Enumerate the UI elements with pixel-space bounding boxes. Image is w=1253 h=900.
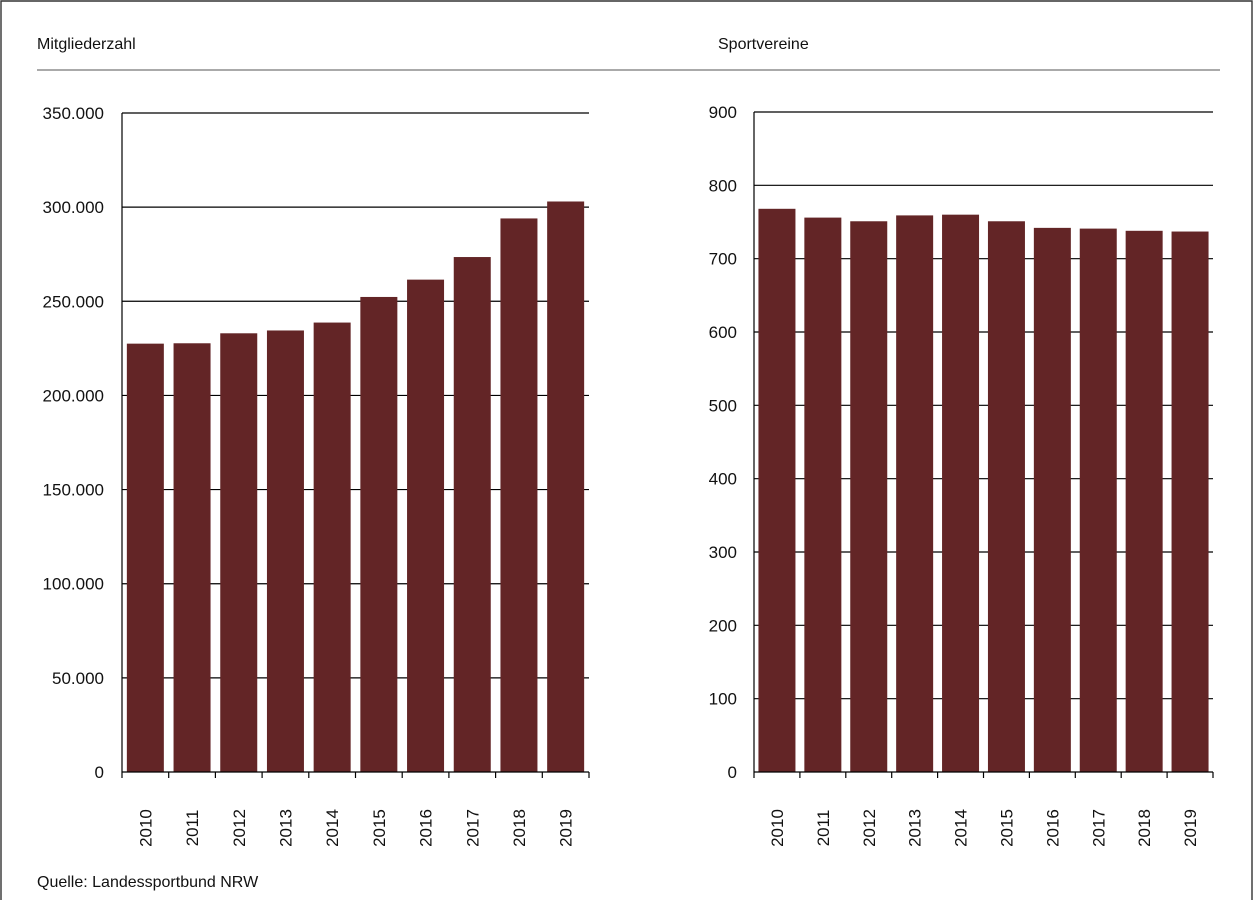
clubs-x-tick-label: 2019	[1181, 809, 1200, 847]
members-bar-2014	[313, 322, 351, 772]
clubs-bar-2014	[942, 214, 980, 772]
clubs-y-tick-label: 800	[709, 176, 737, 195]
clubs-bar-2015	[987, 221, 1025, 772]
members-y-tick-label: 300.000	[43, 198, 104, 217]
members-x-tick-label: 2018	[510, 809, 529, 847]
members-x-tick-label: 2016	[417, 809, 436, 847]
members-y-tick-label: 100.000	[43, 575, 104, 594]
members-x-tick-label: 2013	[276, 809, 295, 847]
members-x-tick-label: 2015	[370, 809, 389, 847]
members-y-tick-label: 50.000	[52, 669, 104, 688]
members-bar-2017	[453, 257, 491, 772]
clubs-x-tick-label: 2014	[952, 809, 971, 847]
clubs-y-tick-label: 200	[709, 616, 737, 635]
source-note: Quelle: Landessportbund NRW	[37, 874, 259, 891]
clubs-bar-2010	[758, 208, 796, 773]
members-bar-2010	[126, 343, 164, 772]
members-bar-2016	[407, 279, 445, 772]
clubs-x-tick-label: 2012	[860, 809, 879, 847]
members-y-tick-label: 0	[95, 763, 104, 782]
clubs-bar-2011	[804, 217, 842, 773]
clubs-y-tick-label: 600	[709, 323, 737, 342]
clubs-x-tick-label: 2011	[814, 810, 833, 847]
clubs-y-tick-label: 700	[709, 250, 737, 269]
members-y-tick-label: 250.000	[43, 292, 104, 311]
members-bar-2011	[173, 343, 211, 772]
clubs-y-tick-label: 500	[709, 396, 737, 415]
clubs-x-tick-label: 2017	[1089, 809, 1108, 847]
clubs-bar-2017	[1079, 228, 1117, 773]
right-panel-header: Sportvereine	[718, 36, 809, 53]
clubs-x-tick-label: 2016	[1043, 809, 1062, 847]
members-y-tick-label: 200.000	[43, 386, 104, 405]
members-x-tick-label: 2014	[323, 809, 342, 847]
clubs-y-tick-label: 100	[709, 690, 737, 709]
members-bar-2019	[547, 201, 585, 773]
members-bar-2015	[360, 296, 398, 772]
left-panel-header: Mitgliederzahl	[37, 36, 136, 53]
members-y-tick-label: 350.000	[43, 104, 104, 123]
members-x-tick-label: 2010	[136, 809, 155, 847]
clubs-y-tick-label: 300	[709, 543, 737, 562]
members-bar-2018	[500, 218, 538, 772]
clubs-x-tick-label: 2013	[906, 809, 925, 847]
members-x-tick-label: 2017	[463, 809, 482, 847]
clubs-x-tick-label: 2015	[997, 809, 1016, 847]
clubs-y-tick-label: 0	[728, 763, 737, 782]
clubs-chart-panel: 0 100 200 300 400 500 600 700 800 900 2010 2011 2012…	[709, 103, 1214, 847]
clubs-bar-2013	[896, 215, 934, 772]
clubs-x-tick-label: 2018	[1135, 809, 1154, 847]
clubs-bar-2016	[1033, 227, 1071, 772]
clubs-y-tick-label: 400	[709, 470, 737, 489]
members-x-tick-label: 2019	[557, 809, 576, 847]
members-chart-panel: 0 50.000 100.000 150.000 200.000 250.000 300.0…	[43, 104, 590, 847]
members-bar-2012	[220, 333, 258, 772]
members-bar-2013	[266, 330, 304, 772]
clubs-bar-2012	[850, 221, 888, 772]
clubs-y-tick-label: 900	[709, 103, 737, 122]
members-y-tick-label: 150.000	[43, 481, 104, 500]
clubs-x-tick-label: 2010	[768, 809, 787, 847]
members-x-tick-label: 2012	[230, 809, 249, 847]
clubs-bar-2019	[1171, 231, 1209, 773]
members-x-tick-label: 2011	[183, 810, 202, 847]
clubs-bar-2018	[1125, 230, 1163, 773]
